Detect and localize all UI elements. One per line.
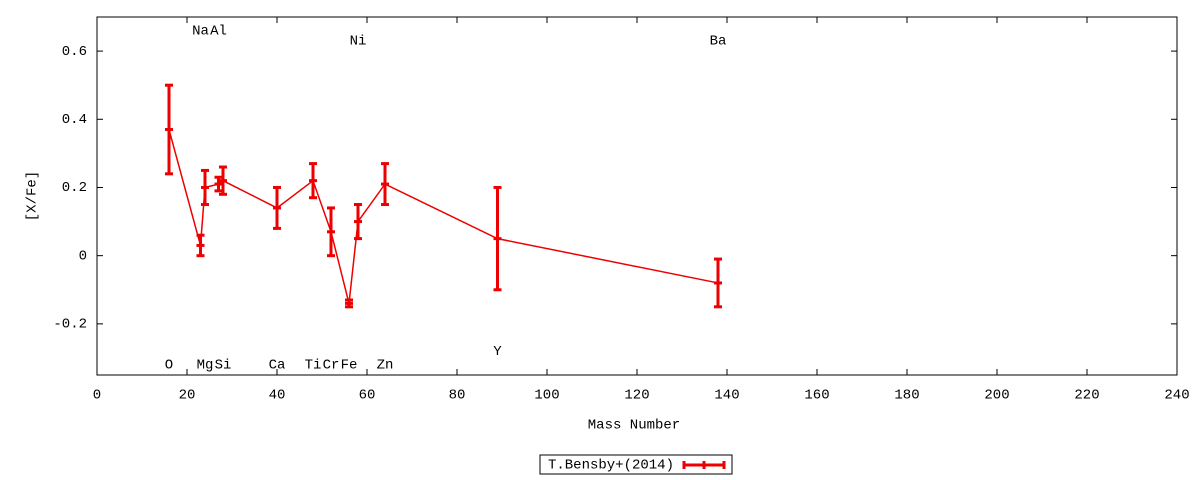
error-bar: [273, 185, 281, 230]
annotation: Y: [493, 344, 502, 360]
error-bar: [345, 298, 353, 309]
annotation: Ni: [350, 34, 367, 50]
x-tick-label: 0: [93, 388, 101, 404]
annotation: Al: [210, 23, 227, 39]
x-tick-label: 20: [179, 388, 196, 404]
y-tick-label: 0: [79, 248, 87, 264]
error-bar: [219, 165, 227, 196]
x-tick-label: 240: [1164, 388, 1189, 404]
annotation: Zn: [377, 357, 394, 373]
y-tick-label: -0.2: [53, 317, 87, 333]
x-tick-label: 180: [894, 388, 919, 404]
y-axis-label: [X/Fe]: [25, 171, 41, 221]
error-bar: [214, 175, 223, 193]
x-tick-label: 100: [534, 388, 559, 404]
legend-label: T.Bensby+(2014): [548, 458, 674, 474]
x-tick-label: 120: [624, 388, 649, 404]
y-tick-label: 0.6: [62, 44, 87, 60]
series-line: [168, 129, 719, 304]
annotation: Fe: [341, 357, 358, 373]
x-tick-label: 60: [359, 388, 376, 404]
annotation: Si: [215, 357, 232, 373]
annotation: Ca: [269, 357, 286, 373]
error-bar: [165, 83, 173, 176]
annotation: Na: [192, 23, 209, 39]
plot-frame: [96, 16, 1178, 376]
error-bar: [354, 203, 362, 241]
error-bar: [493, 185, 502, 292]
annotation: Ba: [710, 34, 727, 50]
error-bar: [196, 233, 205, 258]
y-tick-label: 0.2: [62, 180, 87, 196]
error-bar: [381, 162, 389, 207]
x-tick-label: 140: [714, 388, 739, 404]
x-axis-label: Mass Number: [588, 418, 680, 434]
error-bar: [201, 168, 209, 207]
y-tick-label: 0.4: [62, 112, 87, 128]
x-tick-label: 200: [984, 388, 1009, 404]
annotation: Ti: [305, 357, 322, 373]
x-tick-label: 80: [449, 388, 466, 404]
error-bar: [309, 162, 317, 200]
annotation: Mg: [197, 357, 214, 373]
x-tick-label: 220: [1074, 388, 1099, 404]
error-bar: [327, 206, 335, 258]
legend-box: [539, 454, 733, 475]
x-tick-label: 40: [269, 388, 286, 404]
annotation: O: [165, 357, 173, 373]
error-bar: [714, 257, 722, 309]
annotation: Cr: [323, 357, 340, 373]
x-tick-label: 160: [804, 388, 829, 404]
